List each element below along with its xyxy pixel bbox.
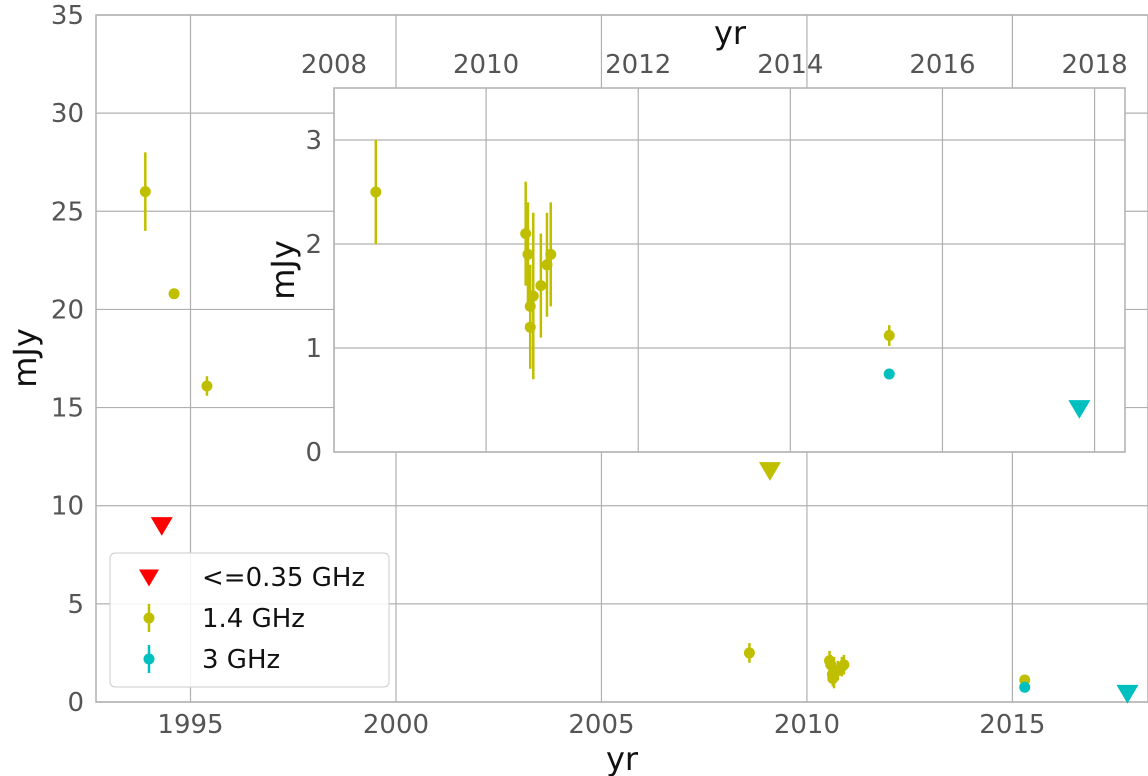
- inset-y-tick-label: 1: [305, 334, 322, 364]
- inset-data-point: [545, 248, 557, 260]
- main-x-tick-label: 1995: [157, 710, 223, 740]
- main-y-axis-label: mJy: [6, 328, 44, 388]
- inset-y-tick-label: 3: [305, 126, 322, 156]
- main-y-tick-label: 15: [51, 394, 84, 424]
- inset-x-tick-label: 2012: [605, 50, 671, 80]
- legend-marker: [139, 569, 159, 587]
- main-y-tick-label: 35: [51, 1, 84, 31]
- legend-label: 3 GHz: [202, 645, 280, 675]
- inset-data-point: [522, 248, 534, 260]
- main-data-point: [150, 517, 173, 536]
- inset-data-point: [520, 228, 532, 240]
- main-x-axis-label: yr: [606, 740, 639, 776]
- inset-frame: [333, 87, 1126, 453]
- legend-label: 1.4 GHz: [202, 604, 305, 634]
- inset-data-point: [527, 290, 539, 302]
- main-y-tick-label: 20: [51, 295, 84, 325]
- main-upper-limit-marker: [1116, 684, 1139, 704]
- main-x-tick-label: 2005: [568, 710, 634, 740]
- inset-y-tick-label: 2: [305, 230, 322, 260]
- main-y-tick-label: 30: [51, 99, 84, 129]
- inset-x-tick-label: 2008: [301, 50, 367, 80]
- inset-background: [334, 88, 1125, 452]
- main-upper-limit-marker: [758, 462, 781, 481]
- main-data-point: [168, 288, 180, 300]
- legend: <=0.35 GHz 1.4 GHz 3 GHz: [109, 552, 390, 688]
- main-data-point: [201, 380, 213, 392]
- main-x-tick-label: 2000: [363, 710, 429, 740]
- legend-marker: [143, 653, 155, 665]
- inset-upper-limit-marker: [1068, 400, 1091, 419]
- inset-x-tick-label: 2014: [757, 50, 823, 80]
- inset-y-axis-label: mJy: [264, 240, 302, 300]
- main-data-point: [838, 659, 850, 671]
- legend-marker: [143, 612, 155, 624]
- legend-frame: [109, 552, 390, 688]
- main-x-tick-label: 2015: [979, 710, 1045, 740]
- inset-x-tick-label: 2010: [453, 50, 519, 80]
- inset-data-point: [883, 368, 895, 380]
- main-data-point: [1019, 681, 1031, 693]
- main-y-tick-label: 5: [67, 590, 84, 620]
- main-x-tick-label: 2010: [774, 710, 840, 740]
- inset-x-tick-label: 2018: [1061, 50, 1127, 80]
- main-data-point: [139, 186, 151, 198]
- inset-plot-area: 2008 2010 2012 2014 2016 2018 0 1 2 3: [301, 50, 1128, 468]
- main-y-tick-label: 0: [67, 688, 84, 718]
- main-y-tick-label: 25: [51, 197, 84, 227]
- inset-y-tick-label: 0: [305, 438, 322, 468]
- inset-data-point: [883, 330, 895, 342]
- inset-x-tick-label: 2016: [909, 50, 975, 80]
- inset-x-axis-label: yr: [714, 14, 747, 52]
- main-frame: [95, 14, 1148, 703]
- main-y-tick-label: 10: [51, 492, 84, 522]
- main-data-point: [743, 647, 755, 659]
- legend-label: <=0.35 GHz: [202, 563, 365, 593]
- inset-data-point: [535, 280, 547, 292]
- inset-data-point: [370, 186, 382, 198]
